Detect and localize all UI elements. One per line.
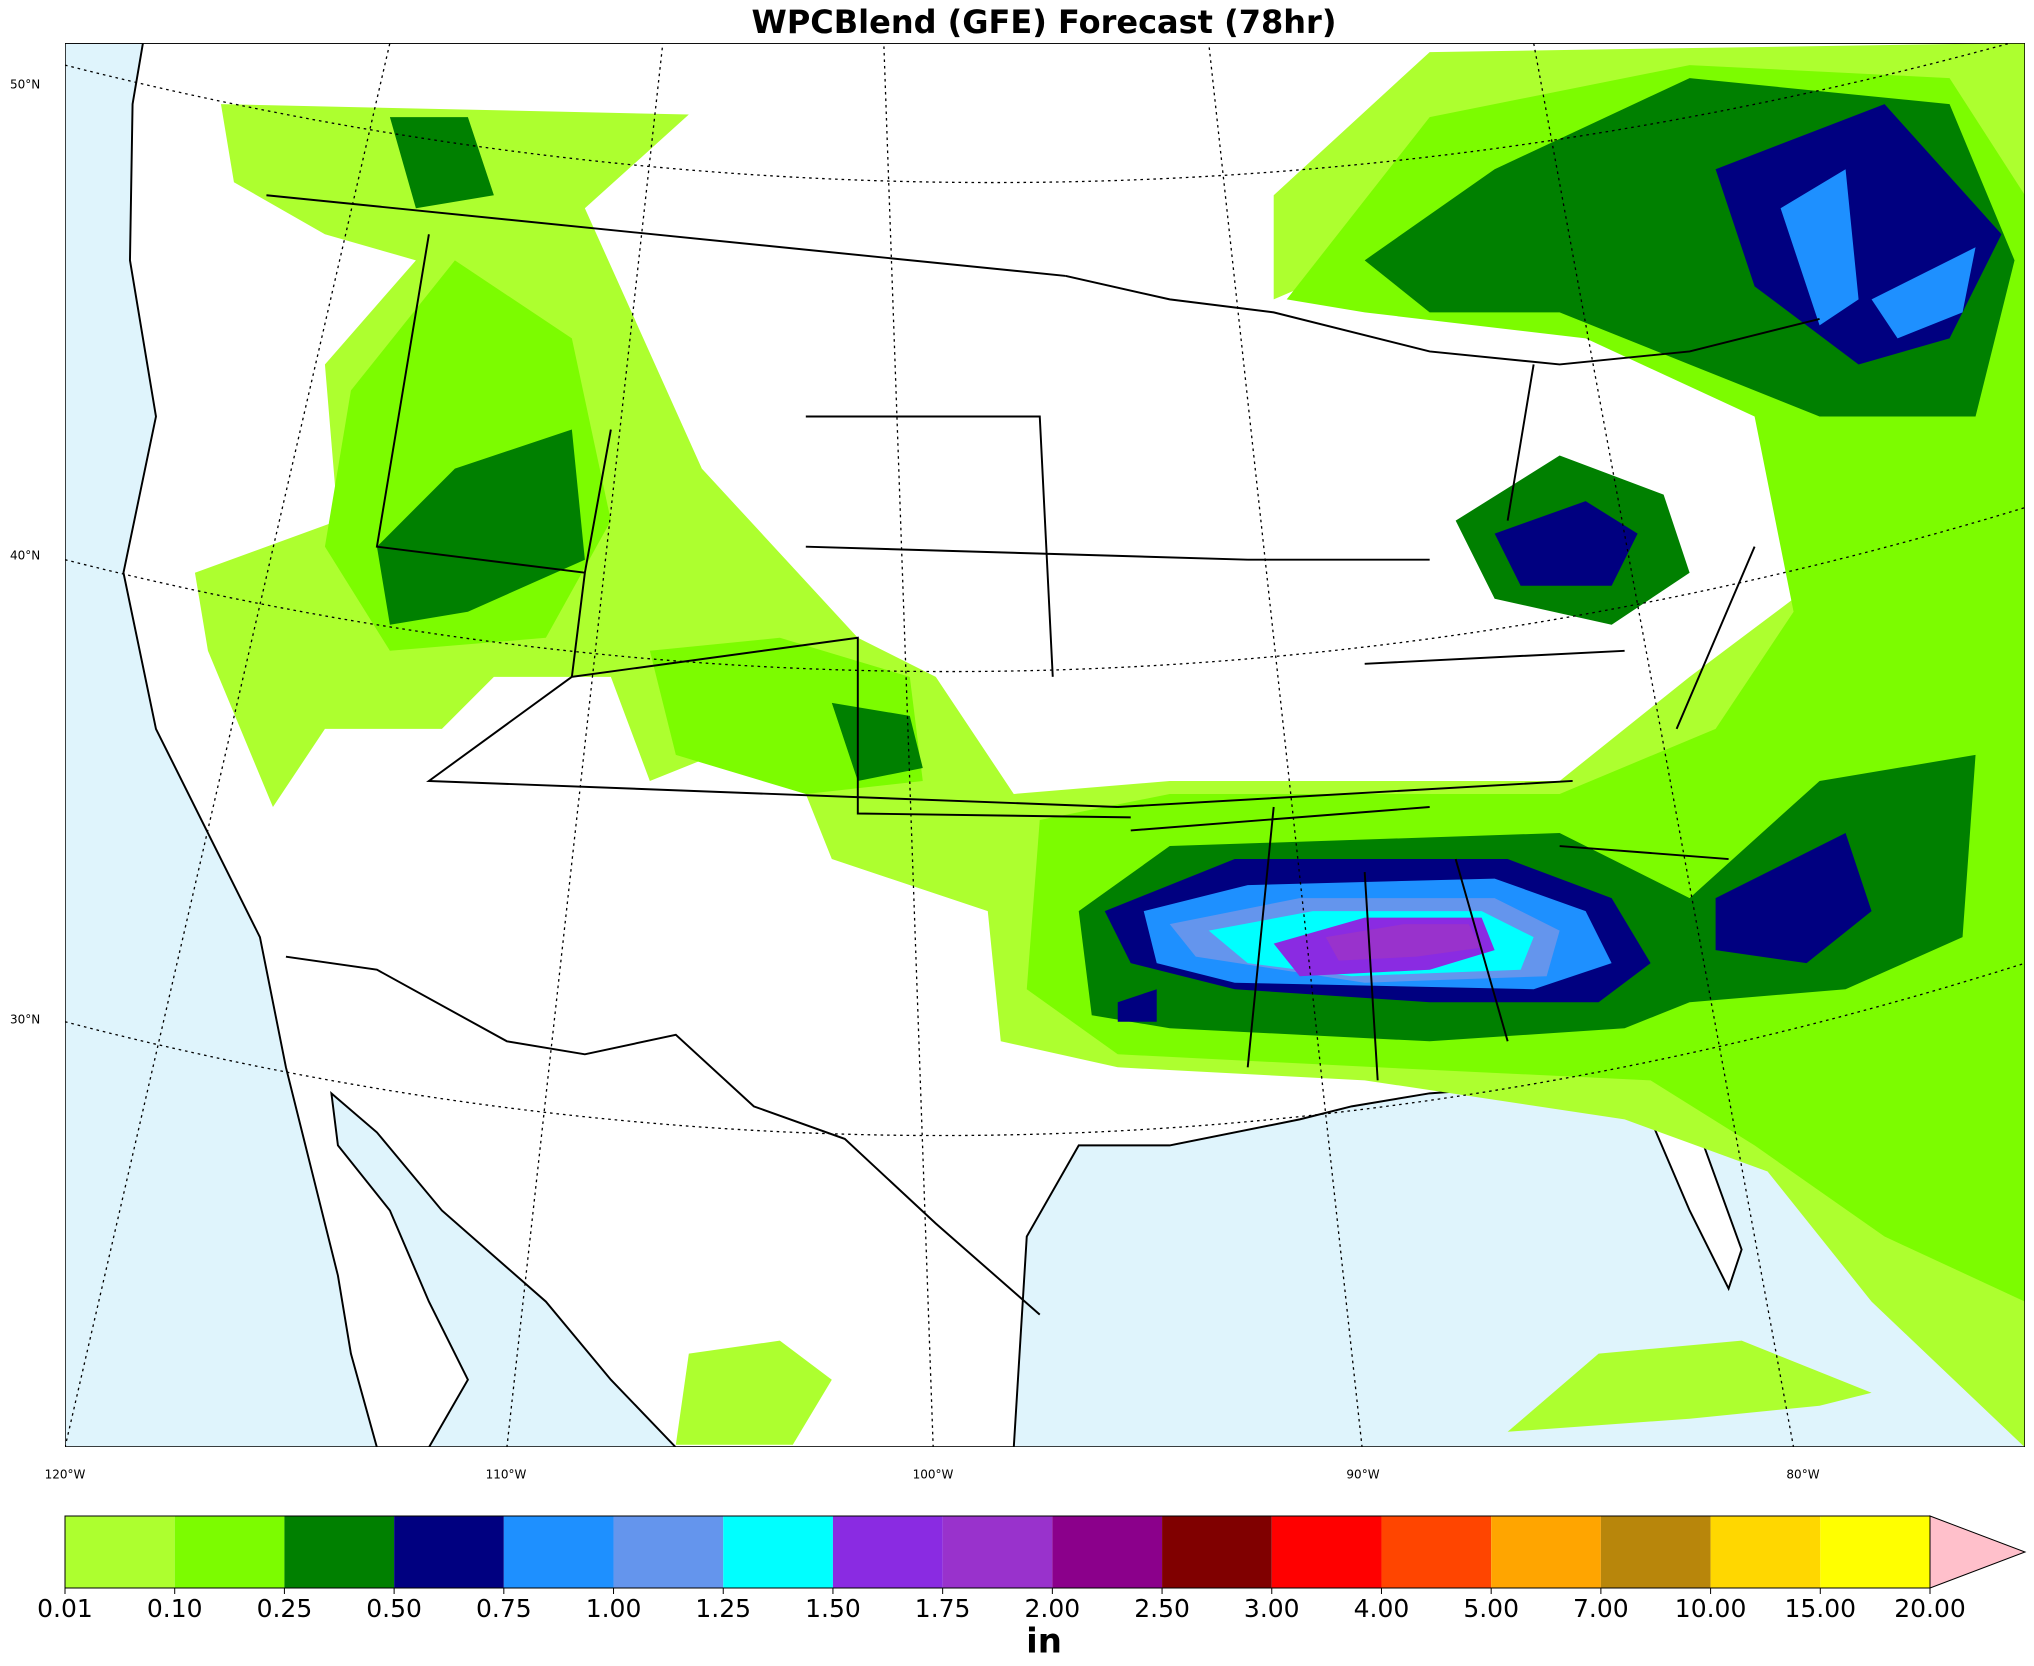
colorbar-tick-label: 0.01: [37, 1594, 93, 1623]
lon-label: 100°W: [913, 1468, 954, 1482]
colorbar-tick-label: 10.00: [1675, 1594, 1747, 1623]
colorbar-swatch: [832, 1516, 943, 1588]
lat-label: 40°N: [10, 549, 40, 563]
lon-label: 90°W: [1346, 1468, 1379, 1482]
colorbar-tick-label: 15.00: [1785, 1594, 1857, 1623]
colorbar-tick-label: 4.00: [1354, 1594, 1410, 1623]
colorbar-swatch: [613, 1516, 724, 1588]
lon-labels: 120°W 110°W 100°W 90°W 80°W: [45, 1468, 1820, 1482]
colorbar-swatch: [1491, 1516, 1601, 1588]
colorbar-extend: [1929, 1515, 2027, 1589]
colorbar-tick-label: 1.50: [805, 1594, 861, 1623]
colorbar: 0.01 0.10 0.25 0.50 0.75 1.00 1.25 1.50 1.75 2.00…: [37, 1515, 2027, 1623]
colorbar-tick-label: 0.50: [366, 1594, 422, 1623]
colorbar-swatch: [942, 1516, 1053, 1588]
lon-label: 110°W: [486, 1468, 527, 1482]
lon-label: 120°W: [45, 1468, 86, 1482]
colorbar-tick-label: 1.00: [586, 1594, 642, 1623]
colorbar-tick-label: 5.00: [1463, 1594, 1519, 1623]
colorbar-tick-label: 1.25: [695, 1594, 751, 1623]
colorbar-swatch: [174, 1516, 285, 1588]
colorbar-frame: [64, 1515, 1931, 1589]
colorbar-tick-label: 3.00: [1244, 1594, 1300, 1623]
colorbar-swatch: [1710, 1516, 1821, 1588]
colorbar-swatch: [1600, 1516, 1711, 1588]
colorbar-swatch: [503, 1516, 614, 1588]
title: WPCBlend (GFE) Forecast (78hr): [752, 3, 1337, 41]
colorbar-swatch: [723, 1516, 833, 1588]
colorbar-swatch: [1381, 1516, 1492, 1588]
colorbar-tick-label: 0.10: [147, 1594, 203, 1623]
colorbar-tick-label: 0.75: [476, 1594, 532, 1623]
colorbar-tick-label: 7.00: [1573, 1594, 1629, 1623]
lat-label: 30°N: [10, 1013, 40, 1027]
colorbar-swatch: [284, 1516, 395, 1588]
colorbar-tick-label: 1.75: [915, 1594, 971, 1623]
lat-labels: 50°N 40°N 30°N: [10, 78, 40, 1027]
colorbar-swatch: [1052, 1516, 1163, 1588]
colorbar-tick-label: 2.00: [1025, 1594, 1081, 1623]
lon-label: 80°W: [1786, 1468, 1819, 1482]
colorbar-tick-label: 0.25: [257, 1594, 313, 1623]
colorbar-swatch: [394, 1516, 504, 1588]
lat-label: 50°N: [10, 78, 40, 92]
colorbar-tick-label: 2.50: [1134, 1594, 1190, 1623]
colorbar-unit: in: [1026, 1622, 1062, 1662]
colorbar-swatch: [65, 1516, 175, 1588]
colorbar-swatch: [1271, 1516, 1382, 1588]
map: [65, 43, 2025, 1447]
colorbar-tick-label: 20.00: [1894, 1594, 1966, 1623]
colorbar-swatch: [1820, 1516, 1930, 1588]
colorbar-swatch: [1162, 1516, 1272, 1588]
